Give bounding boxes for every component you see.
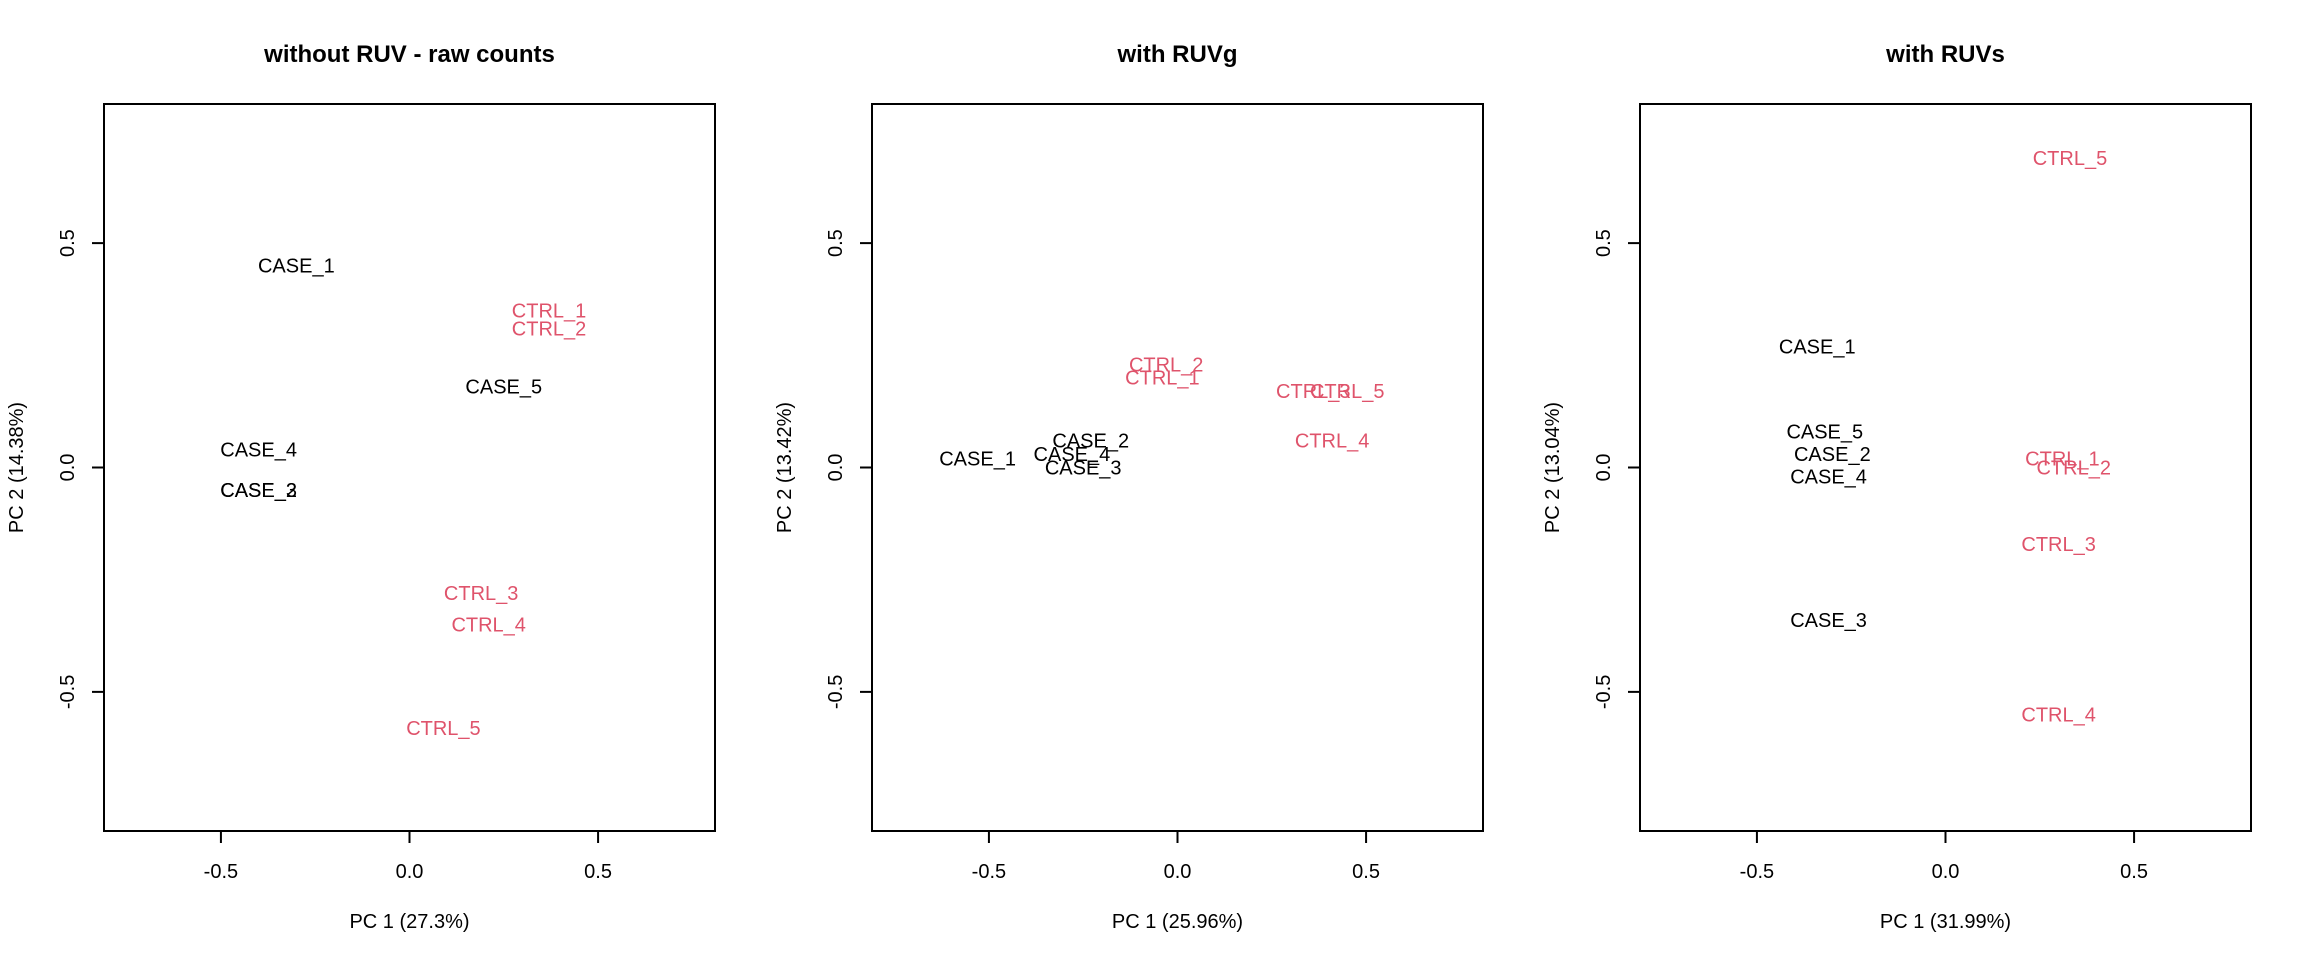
sample-label-case-2: CASE_2: [1794, 444, 1871, 466]
sample-label-case-1: CASE_1: [939, 449, 1016, 471]
sample-label-ctrl-1: CTRL_1: [1125, 368, 1199, 390]
sample-label-ctrl-5: CTRL_5: [406, 718, 480, 740]
pca-panel-1: without RUV - raw counts -0.5 0.0 0.5 -0.5 0.…: [6, 41, 716, 933]
x-tick-label: 0.0: [1164, 861, 1192, 883]
x-tick-label: 0.5: [584, 861, 612, 883]
y-tick-label: 0.0: [1593, 454, 1615, 482]
panel-title: with RUVs: [1885, 41, 2005, 68]
pca-panel-2: with RUVg -0.5 0.0 0.5 -0.5 0.0 0.5 PC 1 (25.96…: [774, 41, 1484, 933]
x-axis-label: PC 1 (25.96%): [1112, 911, 1243, 933]
sample-label-ctrl-4: CTRL_4: [451, 615, 525, 637]
y-tick-label: -0.5: [825, 675, 847, 709]
sample-label-ctrl-4: CTRL_4: [2021, 704, 2095, 726]
sample-label-ctrl-2: CTRL_2: [2036, 458, 2110, 480]
sample-label-case-2: CASE_2: [1052, 431, 1129, 453]
sample-label-ctrl-2: CTRL_2: [1129, 354, 1203, 376]
x-tick-label: 0.5: [2120, 861, 2148, 883]
sample-label-ctrl-3: CTRL_3: [2021, 534, 2095, 556]
sample-label-case-4: CASE_4: [1034, 444, 1111, 466]
y-axis-label: PC 2 (14.38%): [6, 402, 28, 533]
x-tick-label: -0.5: [1740, 861, 1774, 883]
x-axis-label: PC 1 (31.99%): [1880, 911, 2011, 933]
sample-label-ctrl-2: CTRL_2: [512, 318, 586, 340]
y-axis-label: PC 2 (13.42%): [774, 402, 796, 533]
sample-label-ctrl-1: CTRL_1: [2025, 449, 2099, 471]
sample-label-case-2: CASE_2: [220, 480, 297, 502]
y-tick-label: -0.5: [1593, 675, 1615, 709]
sample-label-ctrl-3: CTRL_3: [1276, 381, 1350, 403]
y-tick-label: 0.5: [57, 229, 79, 257]
pca-panel-3: with RUVs -0.5 0.0 0.5 -0.5 0.0 0.5 PC 1 (31.99…: [1542, 41, 2252, 933]
sample-label-ctrl-5: CTRL_5: [2033, 148, 2107, 170]
sample-label-ctrl-3: CTRL_3: [444, 583, 518, 605]
x-tick-label: -0.5: [204, 861, 238, 883]
sample-label-ctrl-5: CTRL_5: [1310, 381, 1384, 403]
sample-label-ctrl-1: CTRL_1: [512, 300, 586, 322]
x-tick-label: 0.0: [1932, 861, 1960, 883]
sample-label-case-5: CASE_5: [465, 377, 542, 399]
x-axis-label: PC 1 (27.3%): [349, 911, 469, 933]
y-tick-label: 0.0: [825, 454, 847, 482]
x-tick-label: 0.5: [1352, 861, 1380, 883]
x-tick-label: -0.5: [972, 861, 1006, 883]
sample-label-case-5: CASE_5: [1786, 422, 1863, 444]
y-tick-label: -0.5: [57, 675, 79, 709]
sample-label-case-4: CASE_4: [1790, 466, 1867, 488]
sample-label-case-3: CASE_3: [1790, 610, 1867, 632]
sample-label-case-1: CASE_1: [1779, 336, 1856, 358]
y-tick-label: 0.5: [1593, 229, 1615, 257]
sample-label-case-3: CASE_3: [1045, 458, 1122, 480]
sample-label-case-1: CASE_1: [258, 256, 335, 278]
sample-label-case-3: CASE_3: [220, 480, 297, 502]
y-tick-label: 0.5: [825, 229, 847, 257]
x-tick-label: 0.0: [396, 861, 424, 883]
panel-title: with RUVg: [1117, 41, 1238, 68]
panel-title: without RUV - raw counts: [263, 41, 555, 68]
sample-label-case-4: CASE_4: [220, 440, 297, 462]
y-tick-label: 0.0: [57, 454, 79, 482]
y-axis-label: PC 2 (13.04%): [1542, 402, 1564, 533]
sample-label-ctrl-4: CTRL_4: [1295, 431, 1369, 453]
